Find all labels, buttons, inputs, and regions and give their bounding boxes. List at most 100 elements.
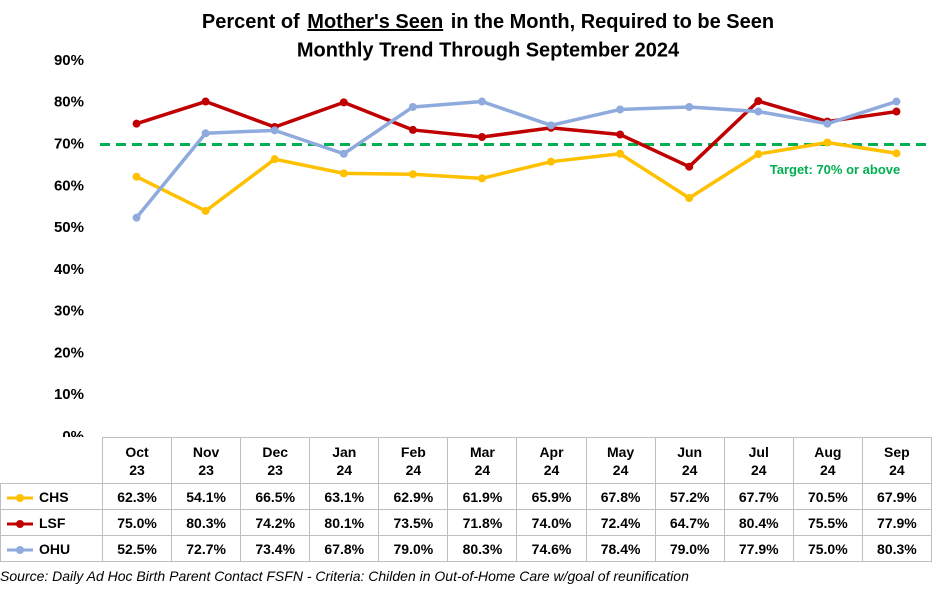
corner-cell — [1, 438, 103, 484]
point — [685, 194, 694, 203]
series-line — [135, 140, 897, 213]
y-tick-label: 40% — [54, 261, 84, 278]
x-tick-label: Aug 24 — [814, 443, 842, 478]
y-tick-label: 10% — [54, 386, 84, 403]
point — [685, 102, 694, 111]
value-label: 80.3% — [861, 535, 932, 562]
value-label: 72.7% — [171, 535, 242, 562]
point — [132, 172, 141, 181]
x-tick-label: Nov 23 — [192, 443, 220, 478]
x-tick-label: Oct 23 — [125, 443, 149, 478]
legend-label: LSF — [39, 514, 66, 531]
legend-marker — [7, 545, 33, 554]
value-label: 75.0% — [101, 509, 173, 536]
value-label: 62.9% — [378, 483, 449, 510]
title-part: Mother's Seen — [307, 11, 443, 33]
value-label: 75.0% — [792, 535, 863, 562]
value-label: 73.5% — [378, 509, 449, 536]
point — [892, 107, 901, 116]
category-cell: May 24 — [585, 437, 656, 484]
value-label: 63.1% — [309, 483, 380, 510]
category-cell: Oct 23 — [101, 437, 173, 484]
series-line — [136, 99, 897, 169]
value-label: 74.2% — [240, 509, 311, 536]
title-part: in the Month, Required to be Seen — [451, 11, 774, 33]
point — [892, 149, 901, 158]
series-row: LSF 75.0% 80.3% 74.2% 80.1% 73.5% 71.8% 74.0% 72… — [0, 509, 932, 536]
chart-subtitle: Monthly Trend Through September 2024 — [297, 39, 680, 61]
point — [339, 98, 348, 107]
category-cell: Nov 23 — [171, 437, 242, 484]
value-label: 57.2% — [654, 483, 725, 510]
y-tick-label: 30% — [54, 303, 84, 320]
point — [823, 119, 832, 128]
legend-dot — [16, 519, 24, 528]
value-label: 80.3% — [447, 535, 518, 562]
value-label: 52.5% — [101, 535, 173, 562]
value-label: 67.7% — [723, 483, 794, 510]
y-tick-label: 20% — [54, 344, 84, 361]
y-tick-label: 50% — [54, 219, 84, 236]
series-row: OHU 52.5% 72.7% 73.4% 67.8% 79.0% 80.3% 74.6% 78… — [0, 535, 932, 562]
point — [754, 107, 763, 116]
value-label: 71.8% — [447, 509, 518, 536]
point — [823, 138, 832, 147]
point — [339, 149, 348, 158]
value-label: 72.4% — [585, 509, 656, 536]
category-cell: Sep 24 — [861, 437, 932, 484]
point — [616, 149, 625, 158]
point — [201, 129, 210, 138]
series-line — [135, 99, 897, 219]
x-tick-label: Apr 24 — [539, 443, 564, 478]
value-label: 77.9% — [723, 535, 794, 562]
legend-cell: LSF — [0, 509, 103, 536]
series-row: CHS 62.3% 54.1% 66.5% 63.1% 62.9% 61.9% 65.9% 67… — [0, 483, 932, 510]
point — [201, 206, 210, 215]
point — [754, 150, 763, 159]
value-label: 64.7% — [654, 509, 725, 536]
point — [408, 125, 417, 134]
x-tick-label: Sep 24 — [884, 443, 910, 478]
value-label: 70.5% — [792, 483, 863, 510]
x-tick-label: Mar 24 — [469, 443, 495, 478]
x-tick-label: Jun 24 — [677, 443, 703, 478]
x-tick-label: Feb 24 — [400, 443, 426, 478]
y-tick-label: 70% — [54, 136, 84, 153]
value-label: 65.9% — [516, 483, 587, 510]
point — [408, 102, 417, 111]
y-tick-label: 80% — [54, 94, 84, 111]
point — [547, 121, 556, 130]
point — [616, 105, 625, 114]
point — [477, 174, 486, 183]
value-label: 80.4% — [723, 509, 794, 536]
point — [892, 97, 901, 106]
value-label: 67.8% — [585, 483, 656, 510]
y-tick-label: 0% — [62, 428, 84, 437]
legend-dot — [16, 493, 24, 502]
value-label: 54.1% — [171, 483, 242, 510]
point — [339, 169, 348, 178]
point — [270, 126, 279, 135]
y-tick-label: 90% — [54, 52, 84, 69]
category-cell: Apr 24 — [516, 437, 587, 484]
source-note: Source: Daily Ad Hoc Birth Parent Contac… — [0, 568, 689, 584]
category-cell: Mar 24 — [447, 437, 518, 484]
value-label: 67.8% — [309, 535, 380, 562]
value-label: 79.0% — [654, 535, 725, 562]
data-table: Oct 23 Nov 23 Dec 23 Jan 24 Feb 24 Mar 24 Apr … — [0, 437, 932, 562]
legend-cell: OHU — [0, 535, 103, 562]
point — [408, 170, 417, 179]
legend-cell: CHS — [0, 483, 103, 510]
x-tick-label: Jan 24 — [332, 443, 357, 478]
legend-dot — [16, 545, 24, 554]
value-label: 77.9% — [861, 509, 932, 536]
point — [754, 97, 763, 106]
value-label: 80.3% — [171, 509, 242, 536]
x-tick-label: May 24 — [606, 443, 635, 478]
chart: Percent of Mother's Seen in the Month, R… — [54, 11, 931, 437]
point — [477, 97, 486, 106]
category-cell: Aug 24 — [792, 437, 863, 484]
point — [547, 157, 556, 166]
value-label: 61.9% — [447, 483, 518, 510]
